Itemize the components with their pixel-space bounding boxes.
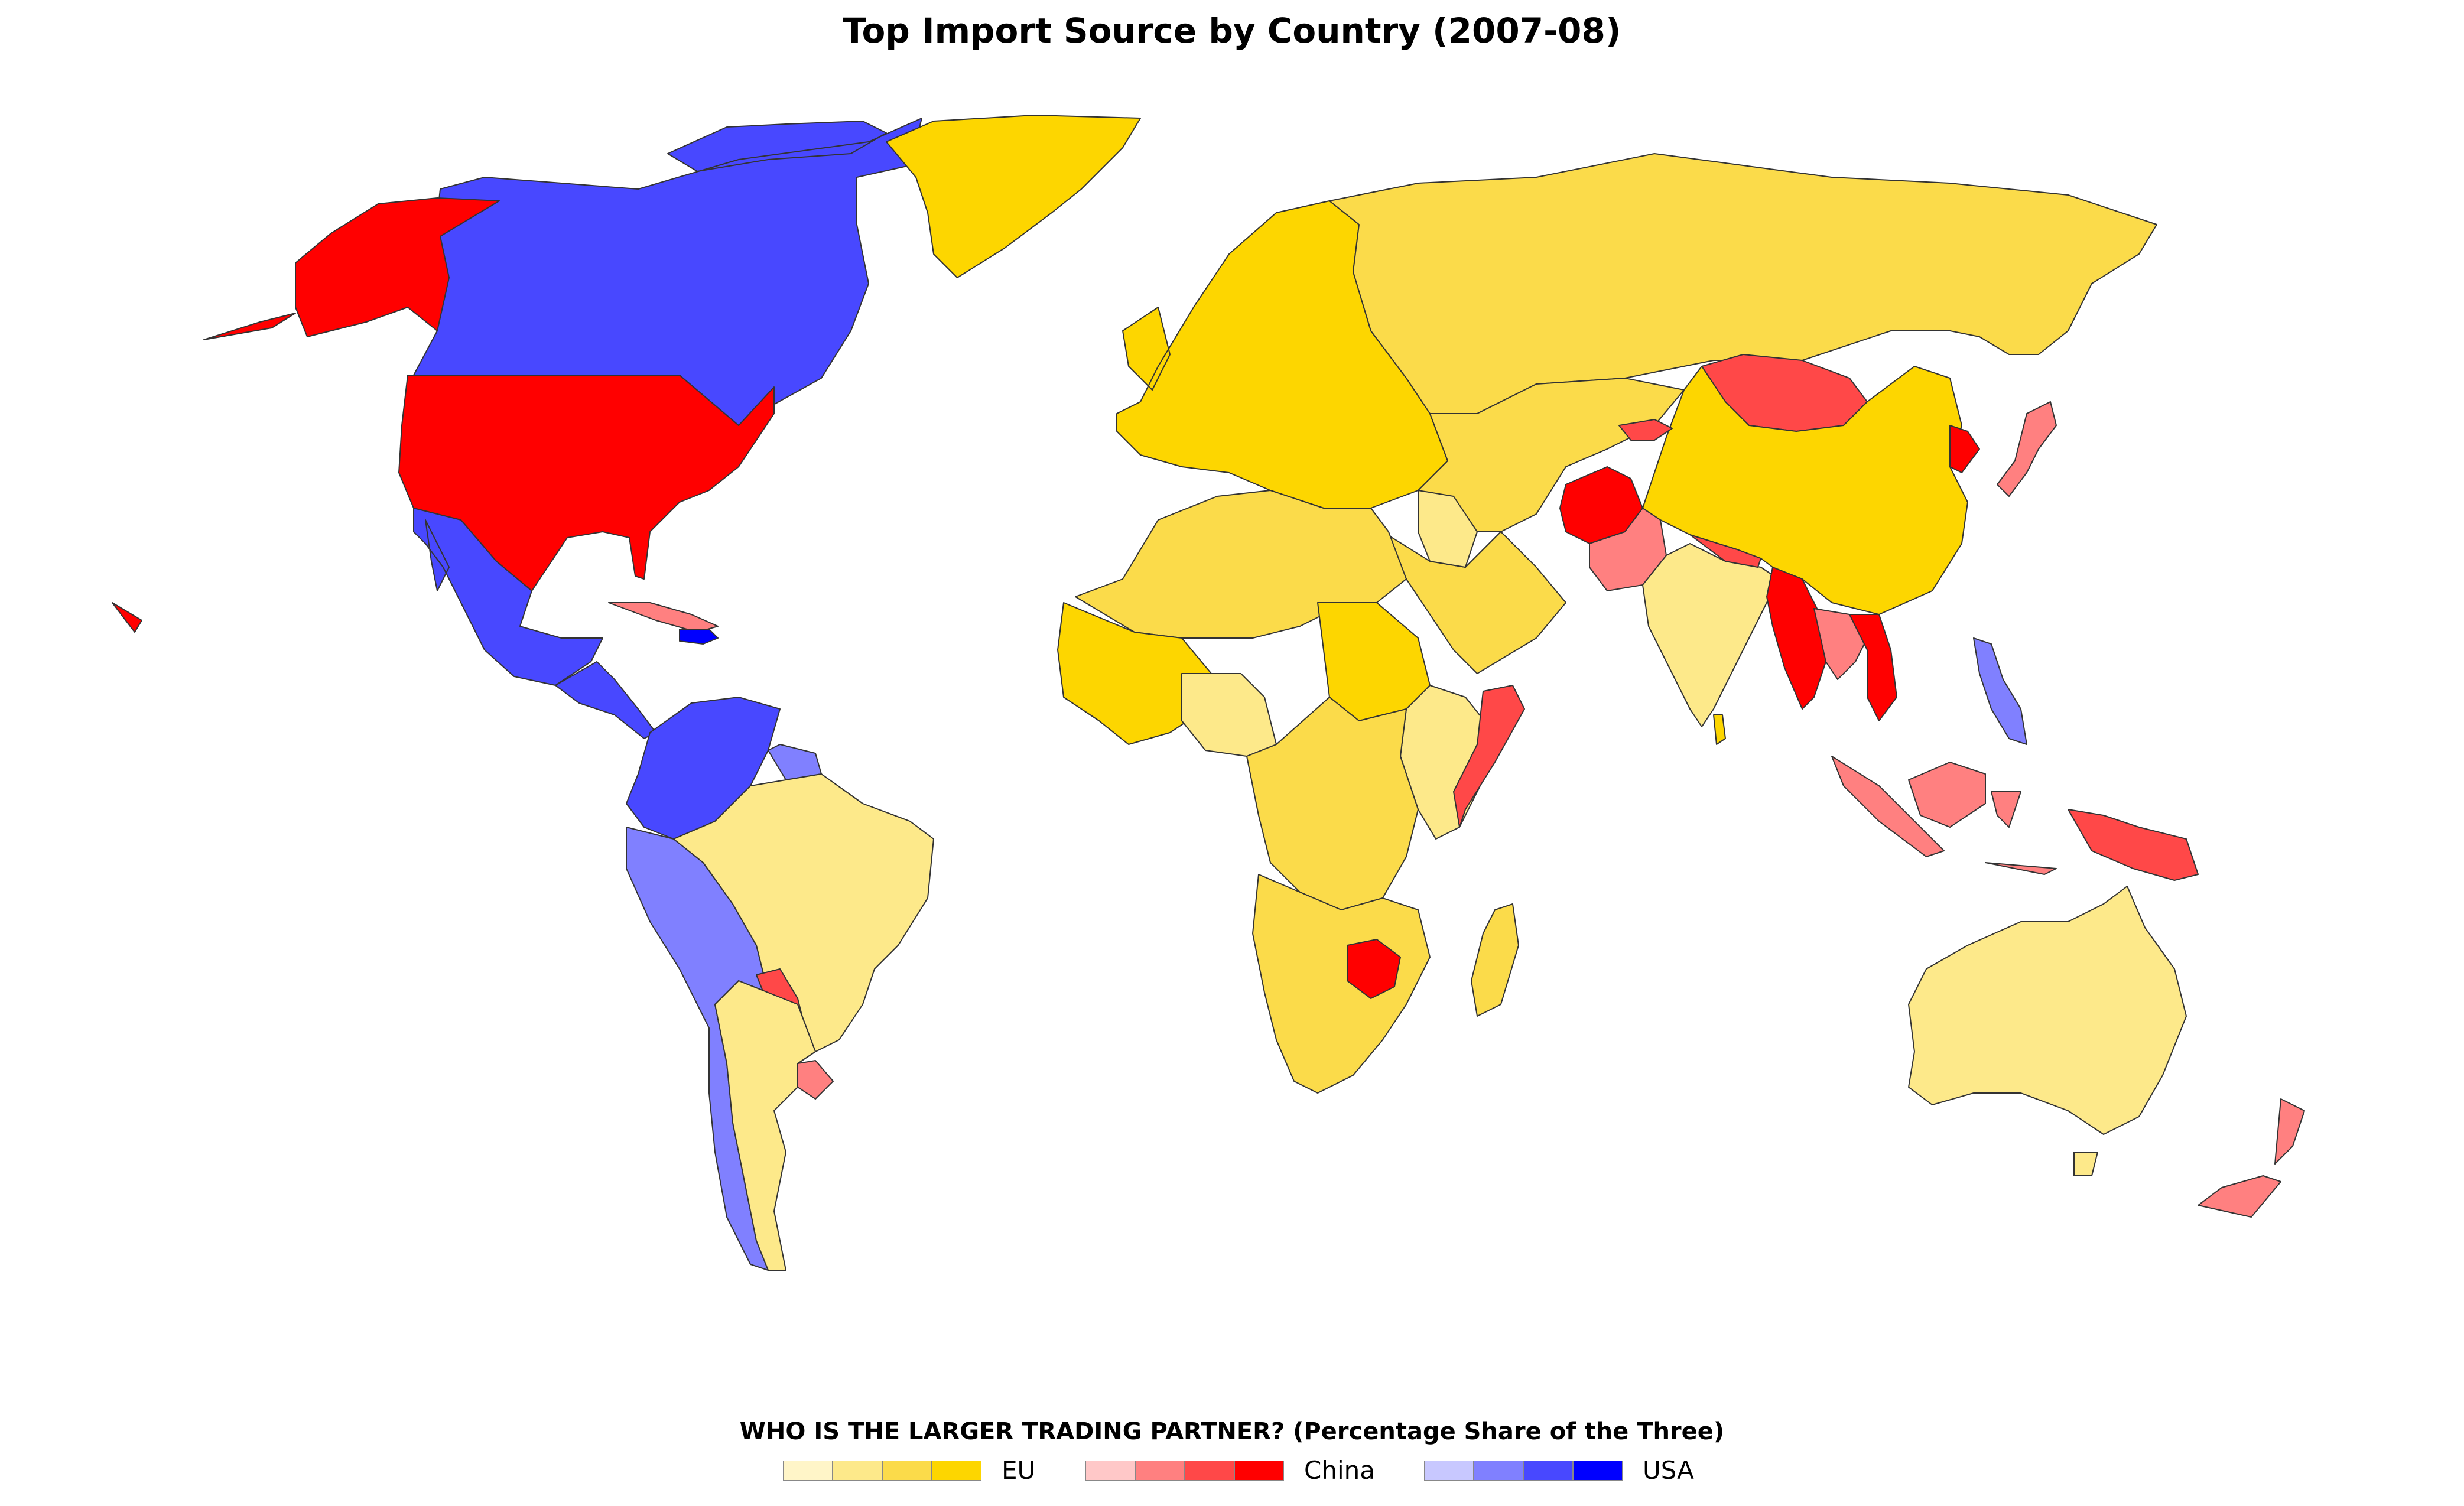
legend-title: WHO IS THE LARGER TRADING PARTNER? (Perc…: [739, 1418, 1725, 1445]
region-west-africa: [1057, 602, 1212, 745]
region-vietnam: [1849, 614, 1897, 721]
region-australia: [1908, 886, 2187, 1176]
region-japan: [1997, 401, 2057, 497]
legend-group-usa: USA: [1424, 1456, 1694, 1485]
legend-label-china: China: [1304, 1456, 1375, 1485]
legend-swatch-usa-4: [1573, 1460, 1623, 1481]
legend: EU China USA: [0, 1456, 2464, 1485]
legend-group-eu: EU: [783, 1456, 1035, 1485]
legend-swatch-usa-2: [1474, 1460, 1523, 1481]
region-brazil: [673, 773, 934, 1052]
legend-swatch-eu-1: [783, 1460, 833, 1481]
region-central-africa: [1246, 697, 1419, 910]
region-india: [1642, 543, 1779, 727]
region-sri-lanka: [1713, 714, 1726, 745]
region-north-korea: [1949, 425, 1980, 473]
region-papua-new-guinea: [2068, 809, 2199, 881]
region-united-states: [112, 375, 775, 633]
region-hispaniola: [679, 629, 719, 645]
region-southern-africa: [1252, 874, 1431, 1094]
legend-swatch-eu-3: [882, 1460, 932, 1481]
legend-group-china: China: [1085, 1456, 1375, 1485]
legend-swatch-usa-1: [1424, 1460, 1474, 1481]
region-china: [1642, 366, 1968, 615]
region-north-africa: [1075, 490, 1407, 639]
region-argentina: [714, 980, 816, 1271]
legend-label-usa: USA: [1643, 1456, 1694, 1485]
region-philippines: [1973, 637, 2027, 745]
region-alaska: [203, 197, 500, 340]
region-guianas: [768, 744, 822, 780]
region-greenland: [886, 115, 1141, 278]
legend-swatch-china-2: [1135, 1460, 1185, 1481]
legend-swatch-eu-4: [932, 1460, 981, 1481]
region-new-zealand: [2198, 1098, 2305, 1218]
legend-swatch-china-4: [1234, 1460, 1284, 1481]
map-title: Top Import Source by Country (2007-08): [843, 11, 1621, 51]
region-nigeria-region: [1181, 673, 1277, 757]
region-kyrgyzstan: [1618, 419, 1673, 441]
legend-swatch-usa-3: [1523, 1460, 1573, 1481]
region-iraq: [1418, 490, 1478, 568]
legend-swatch-china-1: [1085, 1460, 1135, 1481]
legend-swatch-china-3: [1185, 1460, 1234, 1481]
region-somalia: [1453, 685, 1525, 828]
region-indonesia: [1831, 756, 2057, 875]
region-madagascar: [1471, 903, 1519, 1017]
legend-label-eu: EU: [1002, 1456, 1036, 1485]
legend-swatch-eu-2: [833, 1460, 882, 1481]
region-cuba: [608, 602, 719, 633]
region-myanmar: [1766, 567, 1826, 710]
region-zimbabwe: [1347, 939, 1401, 999]
region-uruguay: [797, 1060, 834, 1100]
region-russia: [1329, 153, 2157, 414]
region-mexico: [413, 508, 603, 686]
